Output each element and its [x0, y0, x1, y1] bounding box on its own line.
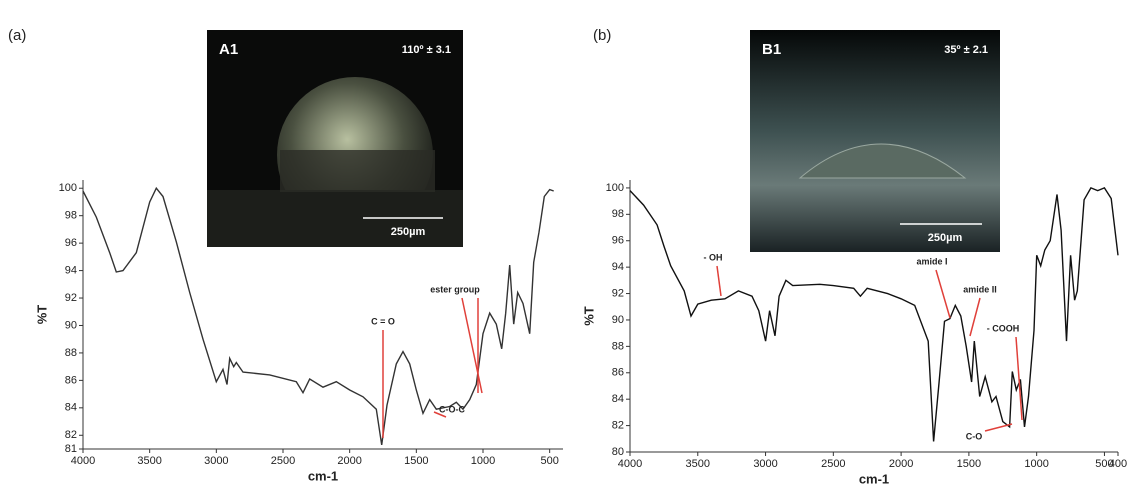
y-tick-label: 92	[65, 292, 77, 304]
inset-a	[207, 30, 463, 247]
y-tick-label: 100	[606, 182, 624, 194]
spectrum-line	[82, 186, 554, 446]
y-tick-label: 86	[65, 374, 77, 386]
annotation-pointer	[461, 297, 483, 394]
y-tick-label: 81	[65, 443, 77, 455]
annotation: amide I	[916, 256, 947, 266]
y-tick-label: 90	[65, 319, 77, 331]
y-tick-label: 88	[612, 340, 624, 352]
y-tick-label: 98	[65, 210, 77, 222]
x-tick-label: 3000	[753, 458, 777, 470]
annotation-pointer	[935, 269, 951, 319]
x-tick-label: 500	[1095, 458, 1113, 470]
y-tick-label: 86	[612, 367, 624, 379]
inset-angle: 110º ± 3.1	[402, 44, 451, 56]
spectrum-line	[629, 187, 1119, 442]
annotation-pointer	[433, 411, 447, 418]
y-tick-label: 90	[612, 314, 624, 326]
annotation-pointer	[984, 423, 1013, 432]
y-tick-label: 84	[612, 393, 624, 405]
x-tick-label: 3000	[204, 455, 228, 467]
x-tick-label: 3500	[686, 458, 710, 470]
panel-label: (b)	[593, 27, 611, 44]
x-tick-label: 2500	[821, 458, 845, 470]
annotation-pointer	[1015, 336, 1023, 421]
y-tick-label: 100	[59, 182, 77, 194]
annotation-pointer	[716, 265, 722, 297]
annotation-pointer	[969, 297, 981, 337]
x-tick-label: 1000	[471, 455, 495, 467]
x-tick-label: 500	[540, 455, 558, 467]
y-tick-label: 88	[65, 347, 77, 359]
x-tick-label: 2000	[889, 458, 913, 470]
inset-scale: 250µm	[391, 226, 426, 238]
droplet-base	[280, 150, 435, 192]
y-tick-label: 82	[65, 429, 77, 441]
y-axis-label: %T	[34, 305, 49, 325]
annotation: C-O	[966, 431, 983, 441]
x-axis-label: cm-1	[308, 468, 338, 483]
y-tick-label: 96	[612, 235, 624, 247]
y-tick-label: 96	[65, 237, 77, 249]
y-tick-label: 98	[612, 208, 624, 220]
x-tick-label: 2500	[271, 455, 295, 467]
annotation: C-O-C	[439, 404, 465, 414]
inset-label: B1	[762, 41, 781, 58]
inset-b	[750, 30, 1000, 252]
annotation: - COOH	[987, 323, 1020, 333]
inset-angle: 35º ± 2.1	[944, 44, 988, 56]
x-tick-label: 3500	[137, 455, 161, 467]
x-tick-label: 2000	[337, 455, 361, 467]
x-tick-label: 1000	[1024, 458, 1048, 470]
x-tick-label: 4000	[71, 455, 95, 467]
droplet	[798, 143, 967, 179]
x-tick-label: 1500	[957, 458, 981, 470]
y-axis-label: %T	[581, 306, 596, 326]
annotation: amide II	[963, 284, 997, 294]
y-tick-label: 80	[612, 446, 624, 458]
y-tick-label: 82	[612, 419, 624, 431]
inset-photo	[750, 30, 1000, 252]
x-tick-label: 1500	[404, 455, 428, 467]
x-tick-label: 4000	[618, 458, 642, 470]
inset-scale: 250µm	[928, 232, 963, 244]
x-axis-label: cm-1	[859, 471, 889, 486]
x-tick-label: 400	[1109, 458, 1127, 470]
y-tick-label: 92	[612, 287, 624, 299]
panel-label: (a)	[8, 27, 26, 44]
annotation: ester group	[430, 284, 480, 294]
y-tick-label: 94	[65, 264, 77, 276]
y-tick-label: 84	[65, 402, 77, 414]
annotation: C = O	[371, 316, 395, 326]
annotation: - OH	[704, 252, 723, 262]
y-tick-label: 94	[612, 261, 624, 273]
inset-label: A1	[219, 41, 238, 58]
